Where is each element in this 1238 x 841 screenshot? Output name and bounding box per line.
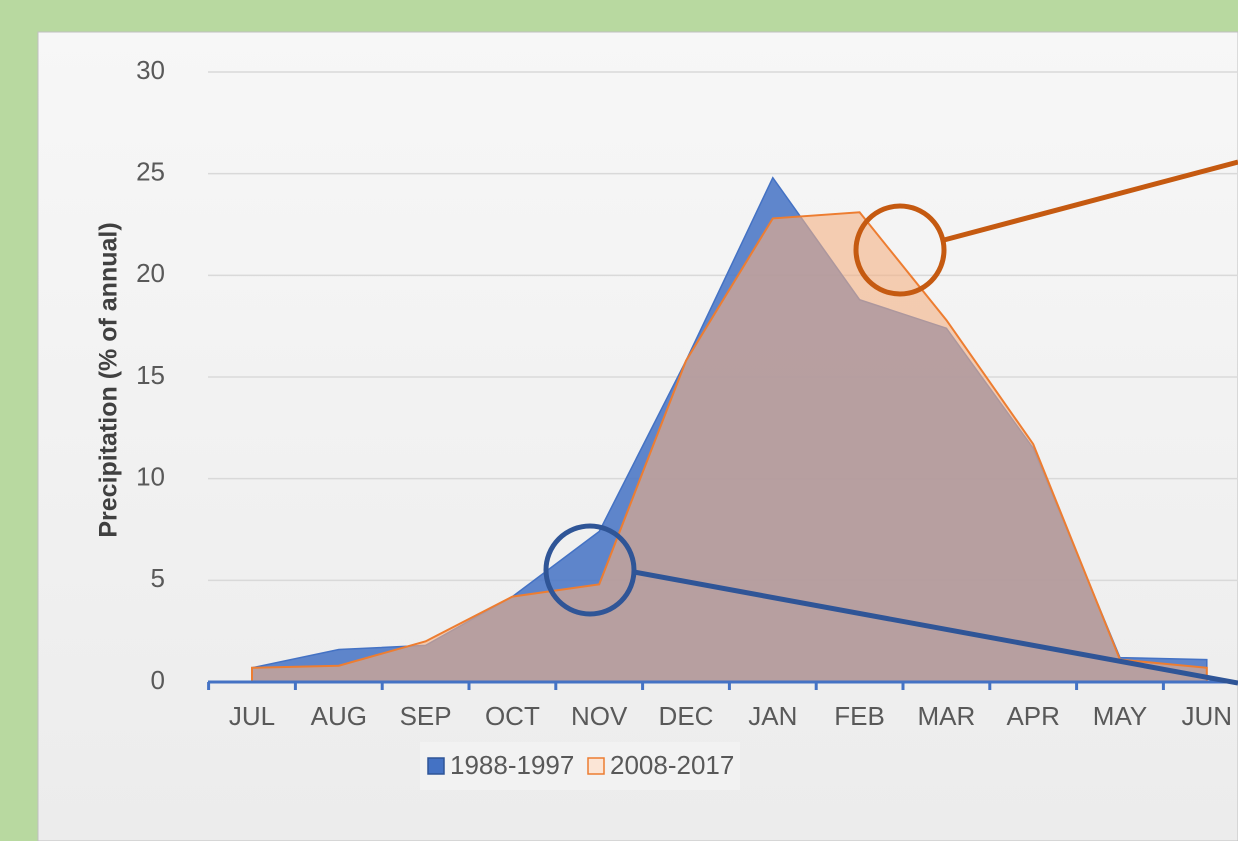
x-tick-label: FEB [834,701,885,731]
x-tick-label: AUG [311,701,367,731]
y-tick-label: 20 [136,258,165,288]
x-tick-label: NOV [571,701,628,731]
x-tick-label: OCT [485,701,540,731]
legend-label: 1988-1997 [450,750,574,780]
x-tick-label: SEP [400,701,452,731]
y-tick-label: 15 [136,360,165,390]
x-tick-label: MAY [1093,701,1147,731]
area [251,211,1208,683]
chart-panel [37,31,1238,841]
y-tick-label: 10 [136,462,165,492]
annotation-line [633,569,1238,686]
x-tick-label: JUN [1182,701,1233,731]
x-tick-label: MAR [918,701,976,731]
y-tick-label: 0 [151,665,165,695]
y-tick-label: 30 [136,55,165,85]
legend-swatch [587,757,605,775]
legend-box [420,742,740,790]
legend-swatch [427,757,445,775]
x-tick-label: JAN [748,701,797,731]
annotation-circle [543,523,637,617]
y-tick-label: 25 [136,157,165,187]
legend-label: 2008-2017 [610,750,734,780]
x-tick-label: APR [1006,701,1059,731]
y-tick-label: 5 [151,563,165,593]
annotation-circle [853,203,947,297]
x-tick-label: DEC [659,701,714,731]
x-tick-label: JUL [229,701,275,731]
y-axis-label: Precipitation (% of annual) [95,222,123,537]
annotation-line [943,159,1238,243]
